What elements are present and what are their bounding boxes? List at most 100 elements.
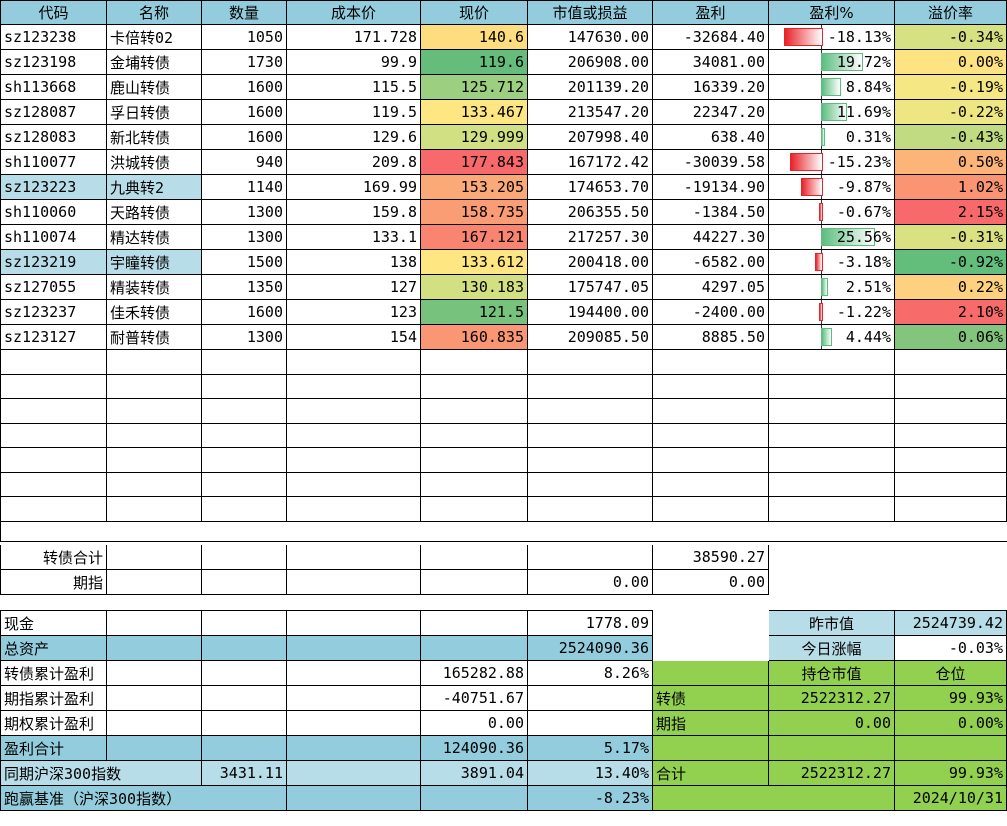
cell-profit[interactable]: -2400.00 bbox=[653, 300, 769, 325]
empty-cell[interactable] bbox=[421, 522, 528, 542]
bond-cum-label[interactable]: 转债累计盈利 bbox=[0, 661, 107, 686]
futures-label[interactable]: 期指 bbox=[0, 570, 107, 595]
empty-cell[interactable] bbox=[202, 399, 287, 424]
cell-profit-pct[interactable]: 19.72% bbox=[769, 50, 895, 75]
cell-value[interactable]: 209085.50 bbox=[528, 325, 653, 350]
yesterday-label[interactable]: 昨市值 bbox=[769, 610, 895, 636]
cell-profit-pct[interactable]: 8.84% bbox=[769, 75, 895, 100]
pos-total-pct[interactable]: 99.93% bbox=[895, 761, 1007, 786]
cell-price[interactable]: 153.205 bbox=[421, 175, 528, 200]
header-profit[interactable]: 盈利 bbox=[653, 0, 769, 25]
cell-qty[interactable]: 1350 bbox=[202, 275, 287, 300]
cell-name[interactable]: 佳禾转债 bbox=[107, 300, 202, 325]
cell-cost[interactable]: 209.8 bbox=[287, 150, 421, 175]
empty-cell[interactable] bbox=[895, 374, 1007, 399]
pos-total-value[interactable]: 2522312.27 bbox=[769, 761, 895, 786]
empty-cell[interactable] bbox=[287, 761, 421, 786]
cell-profit[interactable]: 4297.05 bbox=[653, 275, 769, 300]
cell-name[interactable]: 天路转债 bbox=[107, 200, 202, 225]
cell-value[interactable]: 174653.70 bbox=[528, 175, 653, 200]
cell-name[interactable]: 九典转2 bbox=[107, 175, 202, 200]
empty-cell[interactable] bbox=[769, 497, 895, 522]
cash-label[interactable]: 现金 bbox=[0, 610, 107, 636]
cell-qty[interactable]: 1730 bbox=[202, 50, 287, 75]
header-code[interactable]: 代码 bbox=[0, 0, 107, 25]
cell-profit-pct[interactable]: -1.22% bbox=[769, 300, 895, 325]
today-change-value[interactable]: -0.03% bbox=[895, 636, 1007, 661]
cell-cost[interactable]: 159.8 bbox=[287, 200, 421, 225]
empty-cell[interactable] bbox=[202, 350, 287, 375]
cell-name[interactable]: 金埔转债 bbox=[107, 50, 202, 75]
header-value[interactable]: 市值或损益 bbox=[528, 0, 653, 25]
empty-cell[interactable] bbox=[287, 350, 421, 375]
today-change-label[interactable]: 今日涨幅 bbox=[769, 636, 895, 661]
cell-code[interactable]: sh110077 bbox=[0, 150, 107, 175]
empty-cell[interactable] bbox=[895, 399, 1007, 424]
cell-cost[interactable]: 169.99 bbox=[287, 175, 421, 200]
empty-cell[interactable] bbox=[895, 423, 1007, 448]
empty-cell[interactable] bbox=[107, 686, 202, 711]
empty-cell[interactable] bbox=[421, 545, 528, 570]
green-cell[interactable] bbox=[653, 661, 769, 686]
cell-value[interactable]: 167172.42 bbox=[528, 150, 653, 175]
futures-profit[interactable]: 0.00 bbox=[653, 570, 769, 595]
cell-code[interactable]: sz123127 bbox=[0, 325, 107, 350]
empty-cell[interactable] bbox=[287, 448, 421, 473]
cell-profit[interactable]: -19134.90 bbox=[653, 175, 769, 200]
cell-code[interactable]: sz128087 bbox=[0, 100, 107, 125]
cell-value[interactable]: 194400.00 bbox=[528, 300, 653, 325]
pos-fut-pct[interactable]: 0.00% bbox=[895, 711, 1007, 736]
cell-code[interactable]: sz123237 bbox=[0, 300, 107, 325]
empty-cell[interactable] bbox=[107, 711, 202, 736]
bond-total-label[interactable]: 转债合计 bbox=[0, 545, 107, 570]
empty-cell[interactable] bbox=[528, 545, 653, 570]
empty-cell[interactable] bbox=[421, 448, 528, 473]
empty-cell[interactable] bbox=[528, 711, 653, 736]
empty-cell[interactable] bbox=[202, 545, 287, 570]
empty-cell[interactable] bbox=[287, 472, 421, 497]
empty-cell[interactable] bbox=[421, 399, 528, 424]
empty-cell[interactable] bbox=[421, 350, 528, 375]
empty-cell[interactable] bbox=[0, 350, 107, 375]
green-cell[interactable] bbox=[653, 736, 769, 761]
empty-cell[interactable] bbox=[287, 711, 421, 736]
cell-premium[interactable]: -0.34% bbox=[895, 25, 1007, 50]
cell-cost[interactable]: 171.728 bbox=[287, 25, 421, 50]
empty-cell[interactable] bbox=[769, 522, 895, 542]
cell-profit-pct[interactable]: -18.13% bbox=[769, 25, 895, 50]
empty-cell[interactable] bbox=[528, 686, 653, 711]
cell-name[interactable]: 鹿山转债 bbox=[107, 75, 202, 100]
pos-fut-value[interactable]: 0.00 bbox=[769, 711, 895, 736]
empty-cell[interactable] bbox=[202, 570, 287, 595]
cell-code[interactable]: sz123219 bbox=[0, 250, 107, 275]
empty-cell[interactable] bbox=[287, 374, 421, 399]
empty-cell[interactable] bbox=[0, 423, 107, 448]
cell-premium[interactable]: 0.22% bbox=[895, 275, 1007, 300]
cell-premium[interactable]: -0.31% bbox=[895, 225, 1007, 250]
cell-profit-pct[interactable]: -0.67% bbox=[769, 200, 895, 225]
header-premium[interactable]: 溢价率 bbox=[895, 0, 1007, 25]
pos-fut-label[interactable]: 期指 bbox=[653, 711, 769, 736]
empty-cell[interactable] bbox=[107, 374, 202, 399]
empty-cell[interactable] bbox=[528, 522, 653, 542]
cell-qty[interactable]: 1500 bbox=[202, 250, 287, 275]
cell-profit-pct[interactable]: 2.51% bbox=[769, 275, 895, 300]
cell-price[interactable]: 133.612 bbox=[421, 250, 528, 275]
bond-cum-pct[interactable]: 8.26% bbox=[528, 661, 653, 686]
date-cell[interactable]: 2024/10/31 bbox=[895, 786, 1007, 811]
cell-profit-pct[interactable]: 4.44% bbox=[769, 325, 895, 350]
empty-cell[interactable] bbox=[769, 423, 895, 448]
empty-cell[interactable] bbox=[202, 736, 287, 761]
empty-cell[interactable] bbox=[769, 399, 895, 424]
cell-code[interactable]: sz128083 bbox=[0, 125, 107, 150]
empty-cell[interactable] bbox=[421, 497, 528, 522]
cell-qty[interactable]: 1140 bbox=[202, 175, 287, 200]
cell-qty[interactable]: 1300 bbox=[202, 225, 287, 250]
cell-qty[interactable]: 1600 bbox=[202, 75, 287, 100]
empty-cell[interactable] bbox=[202, 636, 287, 661]
cell-profit-pct[interactable]: -9.87% bbox=[769, 175, 895, 200]
cell-name[interactable]: 精达转债 bbox=[107, 225, 202, 250]
beat-pct[interactable]: -8.23% bbox=[528, 786, 653, 811]
empty-cell[interactable] bbox=[287, 399, 421, 424]
beat-label[interactable]: 跑赢基准（沪深300指数） bbox=[0, 786, 287, 811]
